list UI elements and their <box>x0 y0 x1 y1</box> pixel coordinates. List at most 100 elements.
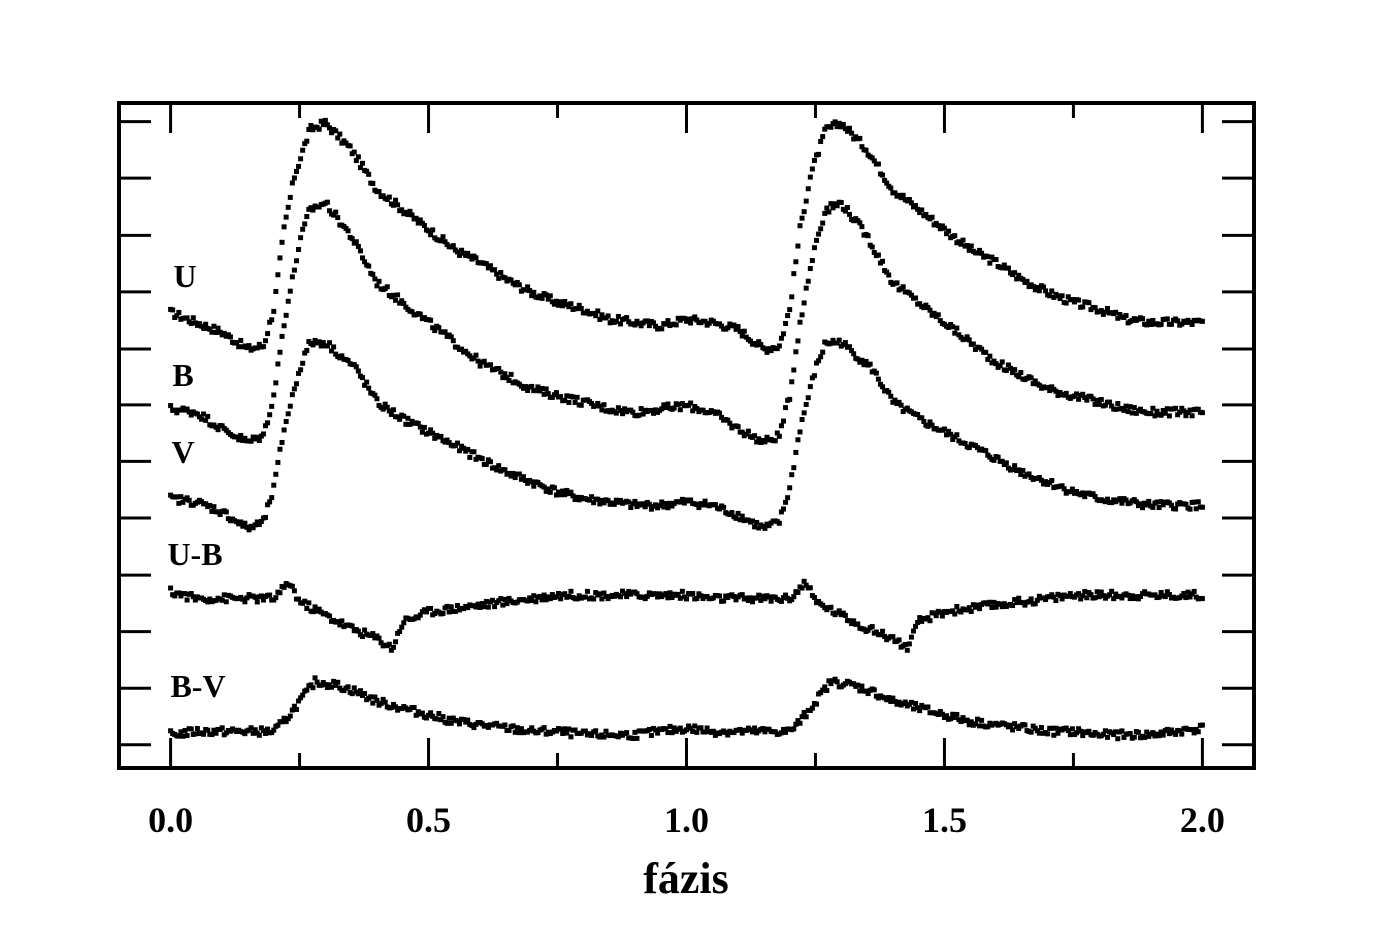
data-point <box>925 615 931 621</box>
data-point <box>595 308 601 314</box>
data-point <box>345 228 351 234</box>
data-point <box>739 730 745 736</box>
data-point <box>929 422 935 428</box>
data-point <box>498 369 504 375</box>
data-point <box>1022 602 1028 608</box>
data-point <box>634 735 640 741</box>
data-point <box>393 639 399 645</box>
data-point <box>640 501 646 507</box>
data-point <box>1189 321 1195 327</box>
data-point <box>1164 726 1170 732</box>
data-point <box>428 427 434 433</box>
data-point <box>362 259 368 265</box>
data-point <box>351 685 357 691</box>
data-point <box>265 420 271 426</box>
data-point <box>364 168 370 174</box>
data-point <box>207 326 213 332</box>
data-point <box>952 330 958 336</box>
data-point <box>1026 471 1032 477</box>
data-point <box>341 688 347 694</box>
data-point <box>847 125 853 131</box>
data-point <box>1113 309 1119 315</box>
data-point <box>471 449 477 455</box>
data-point <box>624 315 630 321</box>
data-point <box>1129 410 1135 416</box>
data-point <box>463 348 469 354</box>
data-point <box>246 527 252 533</box>
data-point <box>518 726 524 732</box>
data-point <box>1034 284 1040 290</box>
data-point <box>558 299 564 305</box>
data-point <box>1179 405 1185 411</box>
data-point <box>937 708 943 714</box>
data-point <box>1127 730 1133 736</box>
data-point <box>556 590 562 596</box>
data-point <box>1195 499 1201 505</box>
data-point <box>238 519 244 525</box>
data-point <box>919 415 925 421</box>
data-point <box>785 313 791 319</box>
data-point <box>1059 596 1065 602</box>
data-point <box>217 512 223 518</box>
data-point <box>653 727 659 733</box>
data-point <box>1173 506 1179 512</box>
data-point <box>568 301 574 307</box>
data-point <box>219 423 225 429</box>
data-point <box>192 731 198 737</box>
data-point <box>1096 594 1102 600</box>
data-point <box>597 591 603 597</box>
data-point <box>727 420 733 426</box>
data-point <box>780 726 786 732</box>
data-point <box>1036 288 1042 294</box>
data-point <box>426 430 432 436</box>
data-point <box>382 699 388 705</box>
data-point <box>925 423 931 429</box>
data-point <box>958 609 964 615</box>
data-point <box>979 346 985 352</box>
data-point <box>605 313 611 319</box>
data-point <box>335 619 341 625</box>
data-point <box>1158 729 1164 735</box>
data-point <box>824 687 830 693</box>
data-point <box>880 628 886 634</box>
data-point <box>778 730 784 736</box>
data-point <box>694 729 700 735</box>
series-b <box>168 199 1205 445</box>
data-point <box>948 431 954 437</box>
data-point <box>1115 315 1121 321</box>
data-point <box>485 604 491 610</box>
data-point <box>186 497 192 503</box>
data-point <box>279 719 285 725</box>
data-point <box>809 705 815 711</box>
data-point <box>795 437 801 443</box>
data-point <box>510 470 516 476</box>
data-point <box>702 498 708 504</box>
data-point <box>723 729 729 735</box>
data-point <box>913 295 919 301</box>
data-point <box>434 716 440 722</box>
data-point <box>595 400 601 406</box>
data-point <box>677 595 683 601</box>
data-point <box>1168 321 1174 327</box>
data-point <box>578 305 584 311</box>
data-point <box>355 691 361 697</box>
data-point <box>289 274 295 280</box>
data-point <box>393 197 399 203</box>
data-point <box>174 410 180 416</box>
data-point <box>298 235 304 241</box>
data-point <box>1135 729 1141 735</box>
data-point <box>640 411 646 417</box>
data-point <box>479 601 485 607</box>
data-point <box>244 595 250 601</box>
data-point <box>238 337 244 343</box>
data-point <box>502 467 508 473</box>
data-point <box>599 407 605 413</box>
data-point <box>919 207 925 213</box>
data-point <box>520 474 526 480</box>
plot-frame <box>117 101 1256 770</box>
data-point <box>1175 318 1181 324</box>
data-point <box>440 610 446 616</box>
data-point <box>1100 731 1106 737</box>
data-point <box>438 717 444 723</box>
data-point <box>1078 728 1084 734</box>
